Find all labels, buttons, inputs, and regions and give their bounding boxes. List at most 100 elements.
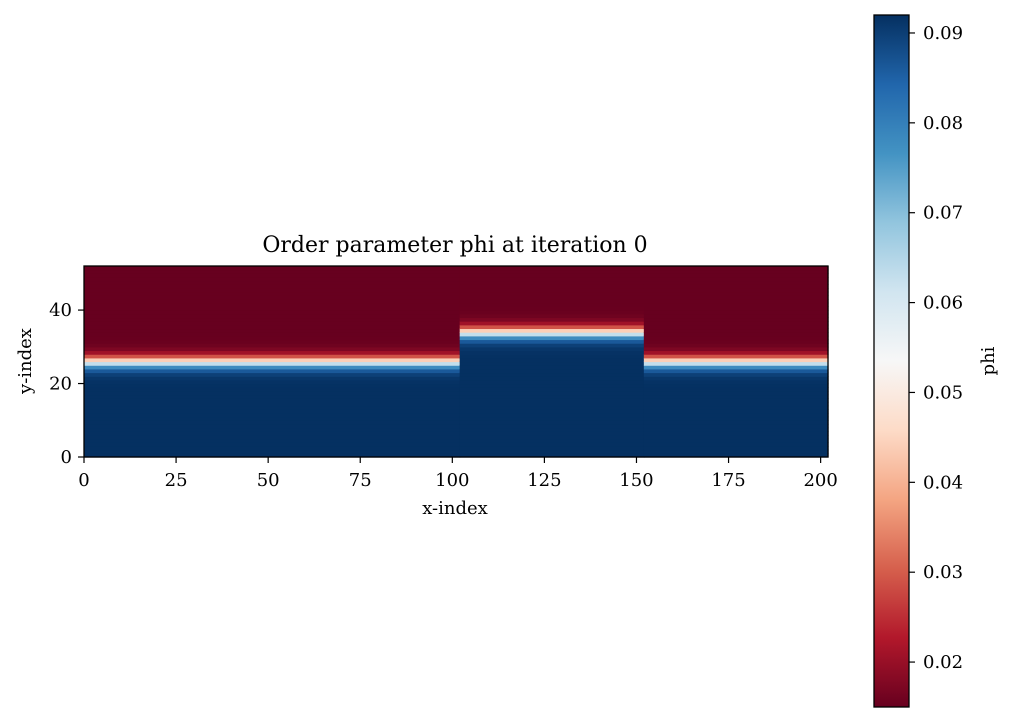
heatmap-cell <box>84 409 461 414</box>
heatmap-cell <box>643 291 829 296</box>
heatmap-cell <box>84 423 461 429</box>
heatmap-cell <box>459 361 645 366</box>
heatmap-cell <box>84 302 461 307</box>
heatmap-cell <box>459 306 645 311</box>
heatmap-cell <box>84 306 461 311</box>
heatmap-cell <box>459 346 645 352</box>
heatmap-cell <box>643 295 829 300</box>
heatmap-cell <box>84 398 461 403</box>
heatmap-cell <box>643 350 829 355</box>
colorbar-tick-label: 0.08 <box>923 113 963 134</box>
heatmap-cell <box>84 453 461 458</box>
heatmap-cell <box>643 372 829 377</box>
heatmap-cell <box>459 372 645 377</box>
heatmap-cell <box>643 368 829 374</box>
heatmap-cell <box>84 376 461 381</box>
y-tick-label: 0 <box>61 447 72 468</box>
heatmap-cell <box>459 357 645 363</box>
x-axis: 0 25 50 75 100 125 150 175 200 <box>78 457 838 491</box>
heatmap-cell <box>643 398 829 403</box>
heatmap-cell <box>643 357 829 363</box>
x-tick-label: 25 <box>165 470 188 491</box>
heatmap-cell <box>84 332 461 337</box>
heatmap-cell <box>643 405 829 410</box>
heatmap-cell <box>459 335 645 341</box>
heatmap-cell <box>459 390 645 396</box>
heatmap-cell <box>459 321 645 326</box>
heatmap-cell <box>459 453 645 458</box>
heatmap-cell <box>643 416 829 421</box>
heatmap-cell <box>643 431 829 436</box>
heatmap-cell <box>84 324 461 330</box>
heatmap-cell <box>84 339 461 344</box>
heatmap-cell <box>459 284 645 289</box>
heatmap-cell <box>84 431 461 436</box>
heatmap-cell <box>459 277 645 282</box>
heatmap-cell <box>459 269 645 274</box>
heatmap-cell <box>84 420 461 425</box>
heatmap-cell <box>459 266 645 271</box>
heatmap-cell <box>643 328 829 333</box>
heatmap-cell <box>643 346 829 352</box>
heatmap-cell <box>459 387 645 392</box>
x-axis-label: x-index <box>422 498 488 519</box>
heatmap-cell <box>643 354 829 359</box>
heatmap-cell <box>459 280 645 285</box>
heatmap-cell <box>84 401 461 407</box>
colorbar-tick-label: 0.05 <box>923 382 963 403</box>
heatmap-cell <box>643 313 829 319</box>
heatmap-cell <box>84 313 461 319</box>
heatmap-cell <box>643 317 829 322</box>
y-axis-label: y-index <box>15 328 36 395</box>
heatmap-cell <box>643 277 829 282</box>
heatmap-cell <box>459 412 645 418</box>
heatmap-cell <box>459 449 645 454</box>
heatmap-cell <box>84 449 461 454</box>
heatmap-cell <box>84 299 461 304</box>
heatmap-cell <box>643 376 829 381</box>
heatmap-cell <box>459 365 645 370</box>
colorbar-tick-label: 0.09 <box>923 23 963 44</box>
heatmap-cell <box>643 343 829 348</box>
heatmap-cell <box>643 306 829 311</box>
heatmap-cell <box>459 438 645 443</box>
heatmap-cell <box>84 317 461 322</box>
y-axis: 0 20 40 <box>49 300 84 468</box>
heatmap-cell <box>84 280 461 285</box>
heatmap-cell <box>84 445 461 451</box>
colorbar-tick-label: 0.06 <box>923 293 963 314</box>
heatmap-cell <box>643 302 829 307</box>
heatmap-cell <box>643 299 829 304</box>
heatmap-cell <box>459 394 645 399</box>
heatmap-cell <box>459 324 645 330</box>
heatmap-cell <box>84 379 461 385</box>
heatmap-cell <box>84 310 461 315</box>
heatmap-cell <box>643 273 829 278</box>
heatmap-cell <box>84 269 461 274</box>
heatmap-cell <box>84 354 461 359</box>
heatmap-cell <box>643 412 829 418</box>
heatmap-cell <box>643 339 829 344</box>
heatmap-cell <box>643 383 829 388</box>
heatmap-cell <box>459 398 645 403</box>
heatmap-cell <box>643 310 829 315</box>
heatmap-cell <box>459 273 645 278</box>
x-tick-label: 100 <box>435 470 469 491</box>
heatmap-cell <box>84 383 461 388</box>
heatmap-cell <box>643 387 829 392</box>
heatmap-cell <box>84 394 461 399</box>
heatmap-cell <box>643 401 829 407</box>
heatmap-cell <box>459 310 645 315</box>
heatmap-cell <box>459 420 645 425</box>
heatmap-cell <box>459 317 645 322</box>
heatmap-cell <box>643 420 829 425</box>
heatmap-cell <box>643 365 829 370</box>
heatmap-cell <box>459 401 645 407</box>
plot-frame <box>83 265 829 458</box>
heatmap-cell <box>643 288 829 293</box>
heatmap-cell <box>459 354 645 359</box>
heatmap-cell <box>84 416 461 421</box>
heatmap-cell <box>643 332 829 337</box>
heatmap-cell <box>459 405 645 410</box>
